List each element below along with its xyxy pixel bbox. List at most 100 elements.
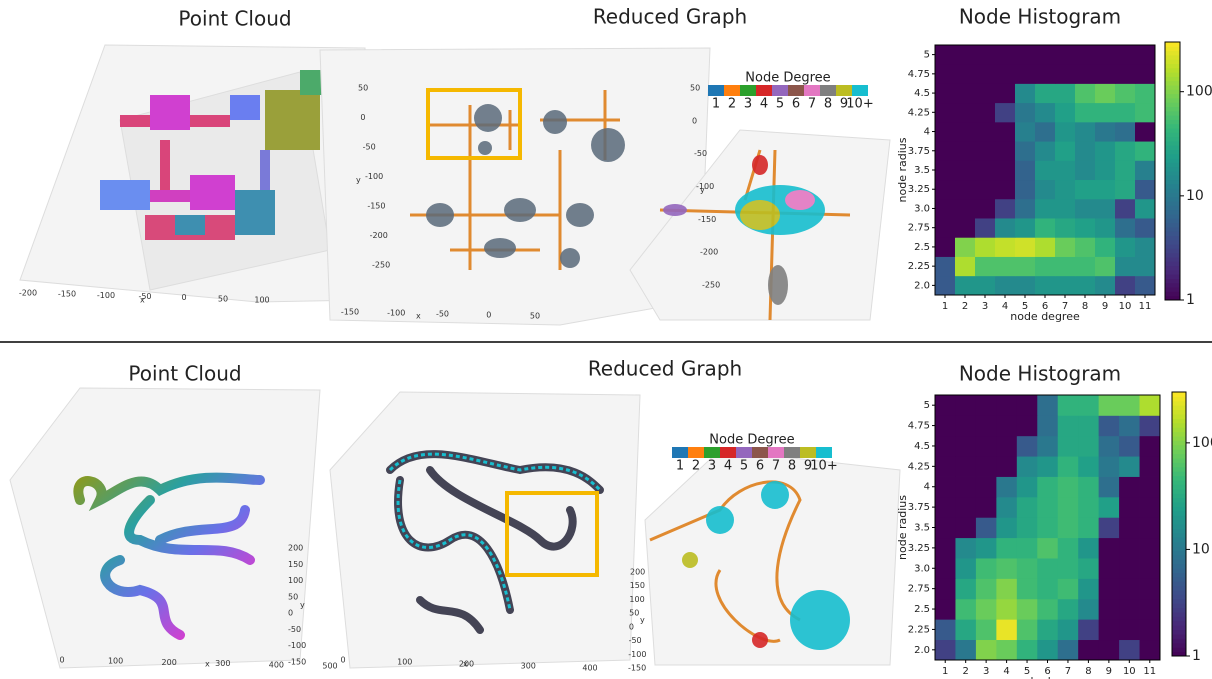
heatmap-cell: [996, 436, 1017, 457]
heatmap-cell: [1078, 599, 1099, 620]
heatmap-cell: [1055, 276, 1075, 296]
heatmap-cell: [955, 45, 975, 65]
heatmap-cell: [996, 640, 1017, 661]
heatmap-cell: [1017, 395, 1038, 416]
heatmap-cell: [996, 497, 1017, 518]
heatmap-cell: [976, 395, 997, 416]
colorbar-segment: [1172, 418, 1186, 423]
axis-tick-label: 200: [288, 544, 303, 553]
colorbar-segment: [1172, 392, 1186, 397]
heatmap-cell: [1115, 276, 1135, 296]
heatmap-cell: [935, 199, 955, 219]
heatmap-cell: [1135, 180, 1155, 200]
colorbar-segment: [1172, 524, 1186, 529]
heatmap-cell: [1095, 122, 1115, 142]
heatmap-cell: [976, 578, 997, 599]
colorbar-segment: [1165, 210, 1180, 215]
heatmap-cell: [1119, 456, 1140, 477]
legend-swatch: [804, 85, 820, 96]
heatmap-cell: [1078, 477, 1099, 498]
heatmap-cell: [1140, 436, 1161, 457]
heatmap-cell: [1095, 160, 1115, 180]
y-tick-label: 3.5: [914, 165, 930, 176]
x-tick-label: 3: [982, 301, 988, 312]
heatmap-cell: [955, 276, 975, 296]
axis-tick-label: -50: [694, 149, 707, 158]
colorbar-segment: [1172, 577, 1186, 582]
colorbar-segment: [1165, 94, 1180, 99]
colorbar-segment: [1172, 454, 1186, 459]
heatmap-cell: [976, 436, 997, 457]
colorbar-segment: [1165, 279, 1180, 284]
heatmap-cell: [1017, 640, 1038, 661]
heatmap-cell: [1095, 141, 1115, 161]
heatmap-cell: [1037, 415, 1058, 436]
y-axis-label: node radius: [896, 137, 909, 202]
heatmap-cell: [995, 83, 1015, 103]
heatmap-cell: [955, 599, 976, 620]
heatmap-cell: [975, 160, 995, 180]
legend-swatch: [724, 85, 740, 96]
heatmap-cell: [1099, 497, 1120, 518]
colorbar-segment: [1172, 480, 1186, 485]
heatmap-cell: [1115, 257, 1135, 277]
heatmap-cell: [935, 64, 955, 84]
axis-tick-label: 300: [215, 659, 230, 668]
y-tick-label: 2.75: [908, 584, 930, 595]
heatmap-cell: [1055, 83, 1075, 103]
colorbar-segment: [1172, 643, 1186, 648]
colorbar-tick-label: 100: [1192, 435, 1212, 451]
axis-tick-label: 100: [254, 296, 269, 305]
heatmap-cell: [1140, 395, 1161, 416]
colorbar-segment: [1172, 608, 1186, 613]
colorbar-segment: [1165, 248, 1180, 253]
colorbar-segment: [1165, 287, 1180, 292]
heatmap-cell: [1078, 558, 1099, 579]
colorbar-segment: [1172, 599, 1186, 604]
colorbar-segment: [1172, 511, 1186, 516]
colorbar-segment: [1172, 559, 1186, 564]
colorbar-segment: [1165, 141, 1180, 146]
heatmap-cell: [935, 477, 956, 498]
heatmap-cell: [995, 160, 1015, 180]
heatmap-cell: [935, 257, 955, 277]
y-tick-label: 3.25: [908, 184, 930, 195]
heatmap-cell: [1015, 180, 1035, 200]
heatmap-cell: [995, 141, 1015, 161]
heatmap-cell: [975, 237, 995, 257]
figure: Point CloudReduced Graph-200-150-100-500…: [0, 0, 1212, 679]
x-tick-label: 8: [1082, 301, 1088, 312]
axis-label: x: [205, 660, 210, 669]
heatmap-cell: [1115, 218, 1135, 238]
heatmap-cell: [1015, 141, 1035, 161]
colorbar-segment: [1165, 167, 1180, 172]
heatmap-cell: [1017, 578, 1038, 599]
heatmap-cell: [1099, 538, 1120, 559]
legend-swatch: [852, 85, 868, 96]
axis-tick-label: 300: [521, 662, 536, 671]
heatmap-cell: [1015, 199, 1035, 219]
colorbar-segment: [1172, 542, 1186, 547]
heatmap-cell: [1140, 599, 1161, 620]
heatmap-cell: [1017, 517, 1038, 538]
heatmap-cell: [955, 497, 976, 518]
x-tick-label: 9: [1102, 301, 1108, 312]
legend-label: 1: [676, 459, 684, 474]
heatmap-cell: [955, 122, 975, 142]
heatmap-cell: [1140, 619, 1161, 640]
heatmap-cell: [1037, 558, 1058, 579]
colorbar-segment: [1165, 205, 1180, 210]
heatmap-cell: [1078, 538, 1099, 559]
heatmap-cell: [1115, 83, 1135, 103]
heatmap-cell: [1099, 599, 1120, 620]
heatmap-cell: [935, 578, 956, 599]
heatmap-cell: [1099, 578, 1120, 599]
heatmap-cell: [1115, 180, 1135, 200]
heatmap-cell: [1135, 122, 1155, 142]
heatmap-cell: [1140, 477, 1161, 498]
heatmap-cell: [1037, 538, 1058, 559]
colorbar-segment: [1165, 119, 1180, 124]
y-tick-label: 3.75: [908, 502, 930, 513]
legend-label: 10+: [846, 97, 873, 112]
heatmap-cell: [975, 218, 995, 238]
